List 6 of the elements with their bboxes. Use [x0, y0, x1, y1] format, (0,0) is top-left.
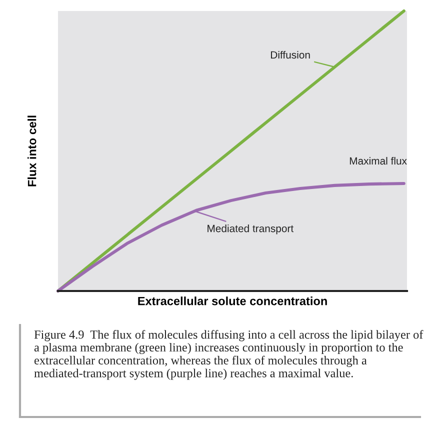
caption: Figure 4.9 The flux of molecules diffusing into a cell across the lipid bilayer of a plasma membrane (green line) increases continuously in proportion to the extracellular concentration, whereas the flux of molecules through a mediated-transport system (purple line) reaches a maximal value.: [34, 330, 424, 380]
x-axis-title: Extracellular solute concentration: [138, 296, 327, 306]
y-axis-title: Flux into cell: [28, 116, 36, 186]
text: Diffusion: [271, 50, 310, 59]
legend-label: Mediated transport: [208, 224, 294, 234]
annotation: Maximal flux: [350, 156, 407, 165]
